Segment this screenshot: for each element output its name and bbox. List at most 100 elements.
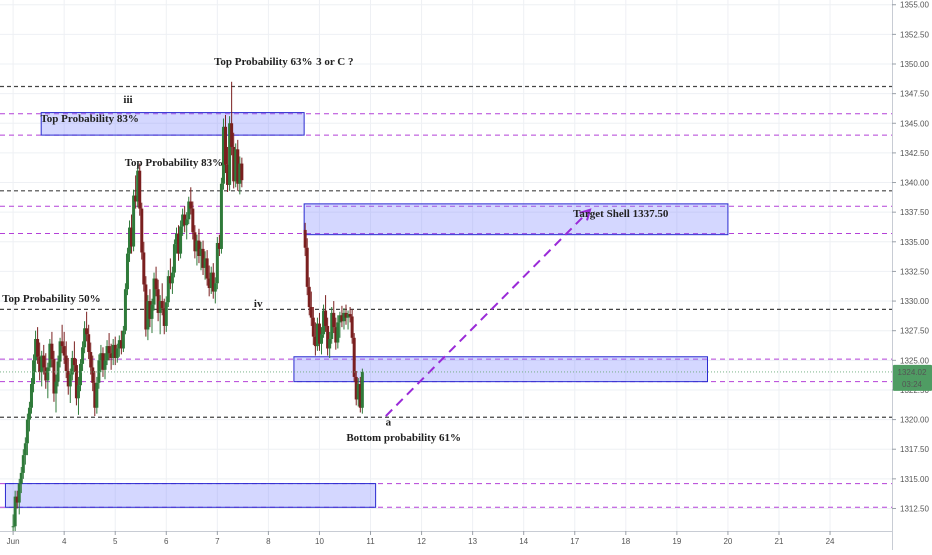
candle-body — [354, 376, 358, 400]
candle-body — [146, 301, 150, 330]
candle-body — [348, 314, 352, 317]
candle-body — [199, 248, 203, 257]
candle-body — [215, 242, 219, 284]
candle-body — [68, 374, 72, 387]
candle-body — [60, 341, 64, 347]
candle-body — [226, 164, 230, 185]
candle-body — [160, 301, 164, 309]
candle-body — [56, 361, 60, 382]
candle-body — [197, 240, 201, 257]
candle-body — [309, 306, 313, 318]
candle-body — [234, 149, 238, 182]
annotation-label: a — [386, 417, 392, 429]
y-tick-label: 1355.00 — [900, 1, 929, 10]
candle-body — [191, 208, 195, 233]
candle-body — [322, 310, 326, 335]
candle-body — [209, 272, 213, 289]
y-tick-label: 1337.50 — [900, 208, 929, 217]
candle-body — [123, 289, 127, 331]
candle-body — [62, 346, 66, 356]
candle-body — [344, 312, 348, 318]
y-tick-label: 1330.00 — [900, 297, 929, 306]
candle-body — [19, 472, 23, 484]
x-tick-label: 20 — [723, 537, 732, 546]
candle-body — [189, 201, 193, 209]
candle-body — [128, 227, 132, 254]
candle-body — [358, 384, 362, 408]
candle-body — [15, 496, 19, 503]
x-tick-label: 10 — [315, 537, 324, 546]
candle-body — [21, 455, 25, 473]
y-tick-label: 1350.00 — [900, 60, 929, 69]
zone-rect[interactable] — [303, 203, 729, 236]
candle-body — [36, 338, 40, 357]
annotation-label: iv — [254, 298, 263, 310]
candle-body — [356, 384, 360, 400]
candle-body — [158, 301, 162, 313]
y-tick-label: 1342.50 — [900, 149, 929, 158]
candle-body — [195, 240, 199, 252]
candle-body — [205, 258, 209, 279]
candle-body — [221, 126, 225, 184]
x-tick-label: 14 — [519, 537, 528, 546]
zone-rect[interactable] — [4, 483, 377, 508]
x-tick-label: 17 — [570, 537, 579, 546]
candle-body — [117, 340, 121, 349]
candle-body — [174, 233, 178, 245]
candle-body — [338, 315, 342, 323]
candle-body — [217, 242, 221, 249]
candle-body — [232, 146, 236, 182]
candle-body — [152, 278, 156, 305]
current-price-badge — [893, 364, 932, 391]
candle-body — [89, 352, 93, 368]
x-tick-label: 8 — [266, 537, 271, 546]
candle-body — [181, 214, 185, 227]
candle-body — [185, 219, 189, 226]
candle-body — [326, 325, 330, 349]
target-arrow-head-icon — [579, 208, 592, 221]
candle-body — [130, 227, 134, 247]
candle-body — [109, 353, 113, 358]
candle-body — [38, 356, 42, 373]
candle-body — [156, 289, 160, 313]
annotation-label: Top Probability 83% — [125, 157, 223, 169]
candle-body — [193, 232, 197, 252]
x-tick-label: Jun — [7, 537, 20, 546]
candle-body — [136, 170, 140, 202]
candle-body — [203, 258, 207, 268]
x-tick-label: 21 — [775, 537, 784, 546]
candle-body — [138, 170, 142, 209]
candle-body — [76, 385, 80, 399]
y-tick-label: 1315.00 — [900, 475, 929, 484]
candle-body — [213, 283, 217, 292]
candle-body — [99, 353, 103, 361]
candle-body — [154, 278, 158, 290]
candle-body — [79, 363, 83, 386]
candle-body — [360, 371, 364, 408]
candle-body — [64, 355, 68, 371]
candle-body — [121, 330, 125, 349]
candle-body — [201, 248, 205, 268]
annotation-label: iii — [123, 94, 132, 106]
candle-body — [97, 360, 101, 383]
candle-body — [187, 201, 191, 220]
candle-body — [113, 344, 117, 358]
candle-body — [52, 359, 56, 394]
candle-body — [240, 163, 244, 181]
candle-body — [303, 229, 307, 248]
candle-body — [13, 496, 17, 527]
zone-rect[interactable] — [40, 112, 305, 136]
y-tick-label: 1325.00 — [900, 356, 929, 365]
x-tick-label: 19 — [672, 537, 681, 546]
candle-body — [25, 419, 29, 444]
candle-body — [58, 341, 62, 362]
candle-body — [54, 381, 58, 394]
candle-body — [74, 365, 78, 399]
y-tick-label: 1320.00 — [900, 416, 929, 425]
y-tick-label: 1317.50 — [900, 445, 929, 454]
y-tick-label: 1347.50 — [900, 90, 929, 99]
annotation-label: Top Probability 63% — [214, 56, 312, 68]
